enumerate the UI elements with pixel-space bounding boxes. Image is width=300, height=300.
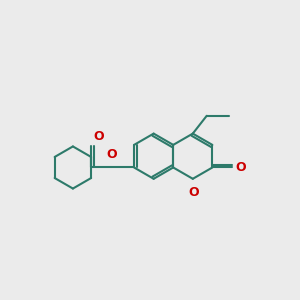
Text: O: O [94,130,104,143]
Text: O: O [189,186,199,199]
Text: O: O [106,148,117,161]
Text: O: O [235,161,246,174]
